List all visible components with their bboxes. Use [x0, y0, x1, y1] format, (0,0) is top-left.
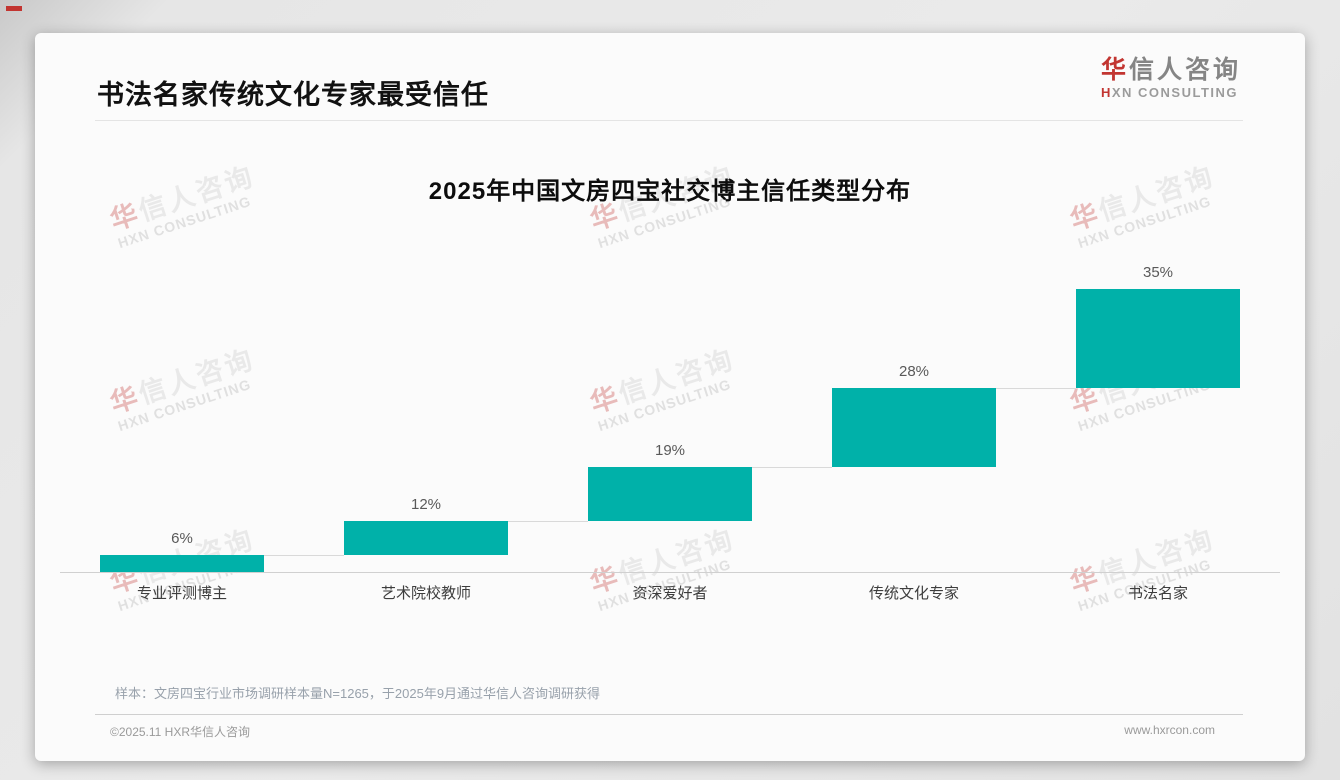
x-axis-category-label: 书法名家 — [1127, 585, 1188, 602]
waterfall-bar-专业评测博主 — [100, 555, 264, 572]
step-connector-line — [996, 388, 1076, 389]
bar-value-label: 19% — [654, 442, 686, 459]
step-connector-line — [508, 521, 588, 522]
step-connector-line — [752, 467, 832, 468]
footer-divider — [95, 714, 1243, 715]
website-link[interactable]: www.hxrcon.com — [1124, 723, 1215, 737]
x-axis-category-label: 资深爱好者 — [632, 585, 708, 602]
bar-value-label: 28% — [898, 363, 930, 380]
bar-value-label: 6% — [171, 530, 193, 547]
brand-logo-chinese: 华信人咨询 — [1101, 55, 1241, 85]
page-title: 书法名家传统文化专家最受信任 — [97, 80, 489, 110]
corner-red-mark — [6, 6, 22, 11]
header-divider — [95, 120, 1243, 121]
waterfall-bar-书法名家 — [1076, 289, 1240, 388]
report-card: 书法名家传统文化专家最受信任 华信人咨询 HXN CONSULTING 2025… — [35, 33, 1305, 761]
brand-logo-en-rest: XN CONSULTING — [1111, 85, 1239, 100]
brand-logo-en-accent: H — [1100, 85, 1112, 100]
bar-value-label: 35% — [1142, 264, 1174, 281]
footer-bar: ©2025.11 HXR华信人咨询 www.hxrcon.com — [35, 723, 1305, 740]
brand-logo: 华信人咨询 HXN CONSULTING — [1101, 55, 1241, 101]
sample-note: 样本：文房四宝行业市场调研样本量N=1265，于2025年9月通过华信人咨询调研… — [115, 686, 601, 701]
waterfall-chart: 6% 专业评测博主 12% 艺术院校教师 19% 资深爱好者 28% 传统文化专家 35% 书法名… — [60, 250, 1280, 650]
chart-title: 2025年中国文房四宝社交博主信任类型分布 — [428, 178, 912, 205]
x-axis-baseline — [60, 572, 1280, 573]
waterfall-bar-资深爱好者 — [588, 467, 752, 521]
brand-logo-english: HXN CONSULTING — [1101, 85, 1241, 101]
waterfall-bar-艺术院校教师 — [344, 521, 508, 555]
bar-value-label: 12% — [410, 496, 442, 513]
x-axis-category-label: 传统文化专家 — [868, 585, 959, 602]
x-axis-category-label: 艺术院校教师 — [380, 585, 471, 602]
x-axis-category-label: 专业评测博主 — [136, 585, 227, 602]
brand-logo-rest-chars: 信人咨询 — [1128, 56, 1241, 84]
waterfall-bar-传统文化专家 — [832, 388, 996, 467]
brand-logo-accent-char: 华 — [1100, 56, 1129, 84]
step-connector-line — [264, 555, 344, 556]
copyright-text: ©2025.11 HXR华信人咨询 — [110, 725, 250, 739]
